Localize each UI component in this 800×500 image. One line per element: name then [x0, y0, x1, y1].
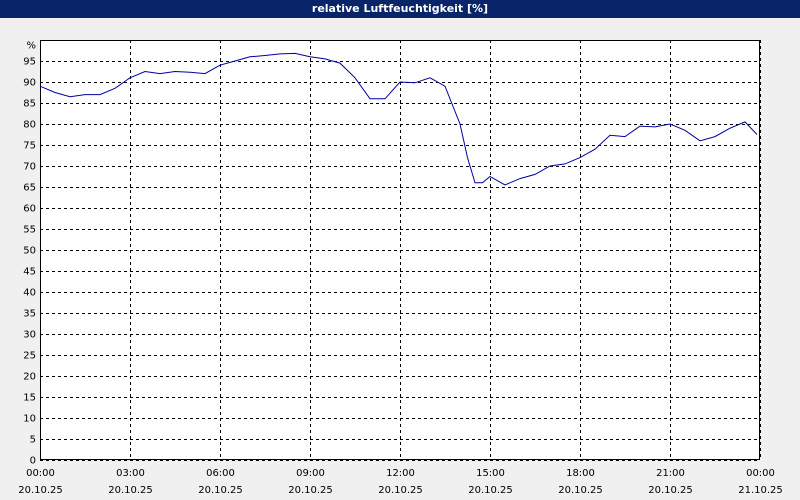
y-tick-label: 20: [23, 372, 36, 383]
title-bar: [0, 0, 800, 18]
y-tick-label: 30: [23, 330, 36, 341]
y-tick-label: 5: [30, 435, 36, 446]
x-tick-date: 21.10.25: [738, 485, 783, 496]
y-tick-label: %: [26, 41, 36, 52]
x-tick-label: 21:00: [656, 468, 685, 479]
y-tick-label: 65: [23, 183, 36, 194]
y-tick-label: 80: [23, 120, 36, 131]
x-tick-label: 18:00: [566, 468, 595, 479]
plot-border: [40, 40, 760, 460]
y-tick-label: 50: [23, 246, 36, 257]
x-tick-label: 09:00: [296, 468, 325, 479]
x-tick-date: 20.10.25: [288, 485, 333, 496]
x-tick-label: 06:00: [206, 468, 235, 479]
y-tick-label: 25: [23, 351, 36, 362]
y-tick-label: 55: [23, 225, 36, 236]
y-tick-label: 85: [23, 99, 36, 110]
x-tick-label: 00:00: [26, 468, 55, 479]
x-tick-date: 20.10.25: [198, 485, 243, 496]
x-tick-date: 20.10.25: [648, 485, 693, 496]
y-tick-label: 15: [23, 393, 36, 404]
y-tick-label: 95: [23, 57, 36, 68]
data-line: [39, 52, 758, 186]
x-tick-label: 00:00: [746, 468, 775, 479]
y-tick-label: 40: [23, 288, 36, 299]
x-tick-date: 20.10.25: [108, 485, 153, 496]
x-tick-label: 03:00: [116, 468, 145, 479]
y-tick-label: 70: [23, 162, 36, 173]
y-tick-label: 60: [23, 204, 36, 215]
x-tick-date: 20.10.25: [558, 485, 603, 496]
chart-title: relative Luftfeuchtigkeit [%]: [312, 2, 488, 15]
y-tick-label: 75: [23, 141, 36, 152]
y-tick-label: 10: [23, 414, 36, 425]
x-tick-date: 20.10.25: [378, 485, 423, 496]
x-tick-date: 20.10.25: [468, 485, 513, 496]
x-tick-date: 20.10.25: [18, 485, 63, 496]
y-tick-label: 45: [23, 267, 36, 278]
x-tick-label: 12:00: [386, 468, 415, 479]
y-tick-label: 90: [23, 78, 36, 89]
y-tick-label: 35: [23, 309, 36, 320]
y-tick-label: 0: [30, 456, 36, 467]
x-tick-label: 15:00: [476, 468, 505, 479]
